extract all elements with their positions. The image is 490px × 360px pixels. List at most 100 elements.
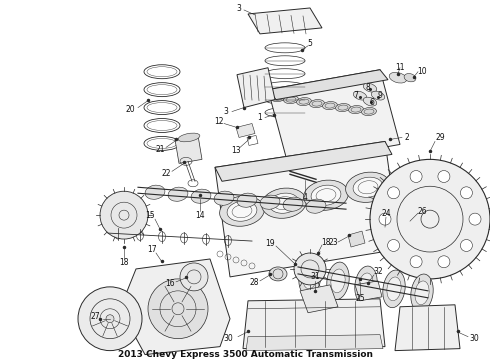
Circle shape [379,213,391,225]
Ellipse shape [336,104,350,112]
Text: 11: 11 [395,63,405,72]
Ellipse shape [285,169,293,175]
Ellipse shape [283,197,303,211]
Ellipse shape [348,105,364,114]
Circle shape [438,256,450,268]
Text: 2: 2 [405,133,409,142]
Text: 22: 22 [161,169,171,178]
Polygon shape [246,335,383,351]
Ellipse shape [214,191,234,205]
Ellipse shape [311,185,341,205]
Text: 30: 30 [223,334,233,343]
Ellipse shape [220,196,265,226]
Text: 17: 17 [147,244,157,253]
Circle shape [370,159,490,279]
Text: 16: 16 [165,279,175,288]
Circle shape [148,279,208,339]
Text: 28: 28 [249,278,259,287]
Circle shape [410,171,422,183]
Text: 31: 31 [310,273,320,282]
Text: 15: 15 [145,211,155,220]
Circle shape [388,187,399,199]
Text: 18: 18 [119,258,129,267]
Polygon shape [248,8,322,34]
Ellipse shape [355,266,377,304]
Circle shape [461,239,472,251]
Circle shape [388,239,399,251]
Ellipse shape [353,91,367,100]
Text: 3: 3 [237,4,242,13]
Text: 9: 9 [378,91,382,100]
Circle shape [438,171,450,183]
Ellipse shape [269,267,287,281]
Text: 4: 4 [302,193,307,202]
Polygon shape [348,231,365,247]
Polygon shape [243,299,385,348]
Text: 14: 14 [195,211,205,220]
Ellipse shape [306,199,326,213]
Ellipse shape [260,195,280,209]
Circle shape [78,287,142,351]
Ellipse shape [304,180,348,210]
Text: 3: 3 [223,107,228,116]
Ellipse shape [327,262,349,300]
Text: 29: 29 [435,133,445,142]
Ellipse shape [178,133,200,142]
Polygon shape [406,217,422,241]
Text: 24: 24 [381,209,391,218]
Polygon shape [395,305,460,351]
Polygon shape [237,68,275,108]
Text: 8: 8 [366,83,370,92]
Polygon shape [378,223,400,249]
Circle shape [469,213,481,225]
Ellipse shape [310,100,324,108]
Circle shape [100,191,148,239]
Ellipse shape [363,97,377,106]
Text: 19: 19 [265,239,275,248]
Ellipse shape [191,189,211,203]
Polygon shape [215,141,392,181]
Text: 1: 1 [258,113,262,122]
Ellipse shape [363,83,377,92]
Ellipse shape [331,269,345,293]
Text: 30: 30 [469,334,479,343]
Ellipse shape [168,187,188,201]
Ellipse shape [237,193,257,207]
Text: 25: 25 [355,294,365,303]
Text: 2013 Chevy Express 3500 Automatic Transmission: 2013 Chevy Express 3500 Automatic Transm… [118,350,372,359]
Text: 21: 21 [155,145,165,154]
Text: 13: 13 [231,146,241,155]
Text: 23: 23 [328,238,338,247]
Ellipse shape [270,94,286,102]
Ellipse shape [359,273,373,297]
Text: 6: 6 [369,98,374,107]
Ellipse shape [411,274,433,312]
Ellipse shape [387,277,401,301]
Ellipse shape [345,172,391,202]
Ellipse shape [362,108,376,116]
Polygon shape [120,259,230,355]
Circle shape [294,253,326,285]
Polygon shape [300,285,338,313]
Ellipse shape [322,102,338,109]
Circle shape [180,263,208,291]
Polygon shape [268,70,388,100]
Text: 27: 27 [90,312,100,321]
Circle shape [410,256,422,268]
Text: 5: 5 [308,39,313,48]
Ellipse shape [303,265,317,289]
Polygon shape [236,123,255,138]
Text: 12: 12 [214,117,224,126]
Ellipse shape [262,188,306,218]
Polygon shape [215,141,400,277]
Ellipse shape [371,91,385,100]
Polygon shape [175,135,202,163]
Ellipse shape [269,193,299,213]
Polygon shape [268,70,400,165]
Ellipse shape [415,281,429,305]
Ellipse shape [284,96,298,104]
Text: 7: 7 [354,91,359,100]
Circle shape [106,315,114,323]
Ellipse shape [383,270,405,308]
Ellipse shape [353,177,383,197]
